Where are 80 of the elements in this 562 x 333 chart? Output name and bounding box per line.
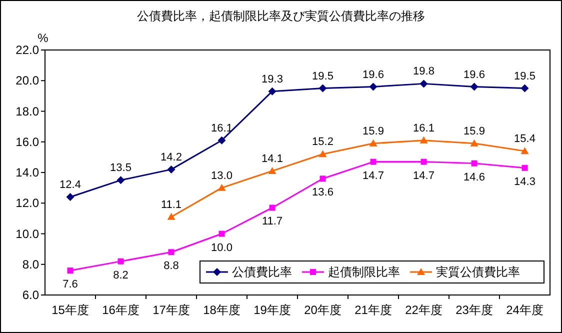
point xyxy=(420,80,428,88)
data-label: 7.6 xyxy=(62,278,78,290)
data-label: 19.3 xyxy=(262,73,283,86)
chart-title: 公債費比率，起債制限比率及び実質公債費比率の推移 xyxy=(137,9,425,23)
data-label: 13.0 xyxy=(211,170,232,182)
y-tick-label: 18.0 xyxy=(16,104,40,118)
x-tick-label: 23年度 xyxy=(456,303,493,317)
data-label: 15.9 xyxy=(362,125,384,138)
point xyxy=(218,230,225,237)
point xyxy=(522,164,528,171)
y-tick-label: 8.0 xyxy=(22,257,40,272)
data-label: 13.5 xyxy=(110,162,132,174)
x-tick-label: 20年度 xyxy=(304,303,342,317)
data-label: 15.9 xyxy=(464,125,485,138)
x-tick-label: 16年度 xyxy=(102,303,140,317)
y-tick-label: 10.0 xyxy=(16,226,40,241)
point xyxy=(116,176,125,184)
data-label: 19.6 xyxy=(362,68,384,81)
data-label: 15.4 xyxy=(514,133,536,146)
data-label: 19.5 xyxy=(514,70,536,82)
point xyxy=(470,82,478,91)
y-tick-label: 12.0 xyxy=(16,196,40,210)
y-tick-label: 14.0 xyxy=(16,166,40,180)
y-tick-label: 16.0 xyxy=(16,134,40,149)
point xyxy=(67,268,74,274)
legend-label: 公債費比率 xyxy=(232,265,292,279)
y-axis-title: % xyxy=(38,31,49,45)
point xyxy=(318,84,327,92)
x-tick-label: 24年度 xyxy=(506,303,544,317)
point xyxy=(471,160,478,166)
data-label: 19.8 xyxy=(413,66,434,78)
y-tick-label: 6.0 xyxy=(22,288,40,302)
point xyxy=(520,147,529,154)
data-label: 11.7 xyxy=(262,216,283,228)
point xyxy=(268,87,276,96)
x-tick-label: 22年度 xyxy=(405,303,442,317)
data-label: 14.1 xyxy=(262,152,283,165)
legend-label: 起債制限比率 xyxy=(328,265,400,279)
point xyxy=(369,139,378,146)
data-label: 15.2 xyxy=(312,136,334,148)
data-label: 11.1 xyxy=(160,198,182,211)
x-tick-label: 19年度 xyxy=(254,303,291,317)
point xyxy=(167,165,176,174)
y-tick-label: 22.0 xyxy=(16,43,40,57)
point xyxy=(520,84,529,92)
data-label: 13.6 xyxy=(312,186,334,199)
point xyxy=(320,176,326,182)
data-label: 19.5 xyxy=(312,70,334,82)
x-tick-label: 18年度 xyxy=(203,303,240,317)
data-label: 14.6 xyxy=(464,171,485,184)
y-tick-label: 20.0 xyxy=(16,74,40,88)
point xyxy=(268,166,276,174)
data-label: 12.4 xyxy=(60,179,81,191)
data-label: 10.0 xyxy=(211,242,232,254)
data-label: 16.1 xyxy=(413,122,434,134)
legend-label: 実質公債費比率 xyxy=(436,265,520,279)
point xyxy=(318,150,327,158)
point xyxy=(218,136,226,144)
point xyxy=(470,139,478,146)
data-label: 14.7 xyxy=(413,170,434,182)
data-label: 16.1 xyxy=(211,122,232,134)
point xyxy=(420,158,427,165)
x-tick-label: 15年度 xyxy=(52,303,89,317)
data-label: 14.7 xyxy=(362,170,384,182)
point xyxy=(118,258,124,264)
x-tick-label: 17年度 xyxy=(152,303,190,317)
data-label: 8.2 xyxy=(113,269,128,282)
point xyxy=(168,249,174,256)
data-label: 14.2 xyxy=(160,151,182,164)
data-label: 19.6 xyxy=(464,68,485,81)
point xyxy=(420,136,428,144)
point xyxy=(369,82,378,91)
x-tick-label: 21年度 xyxy=(354,303,392,317)
point xyxy=(269,204,276,211)
point xyxy=(167,212,176,220)
data-label: 14.3 xyxy=(514,176,536,188)
point xyxy=(66,193,74,201)
point xyxy=(370,158,376,165)
point xyxy=(218,184,226,191)
data-label: 8.8 xyxy=(164,260,179,272)
